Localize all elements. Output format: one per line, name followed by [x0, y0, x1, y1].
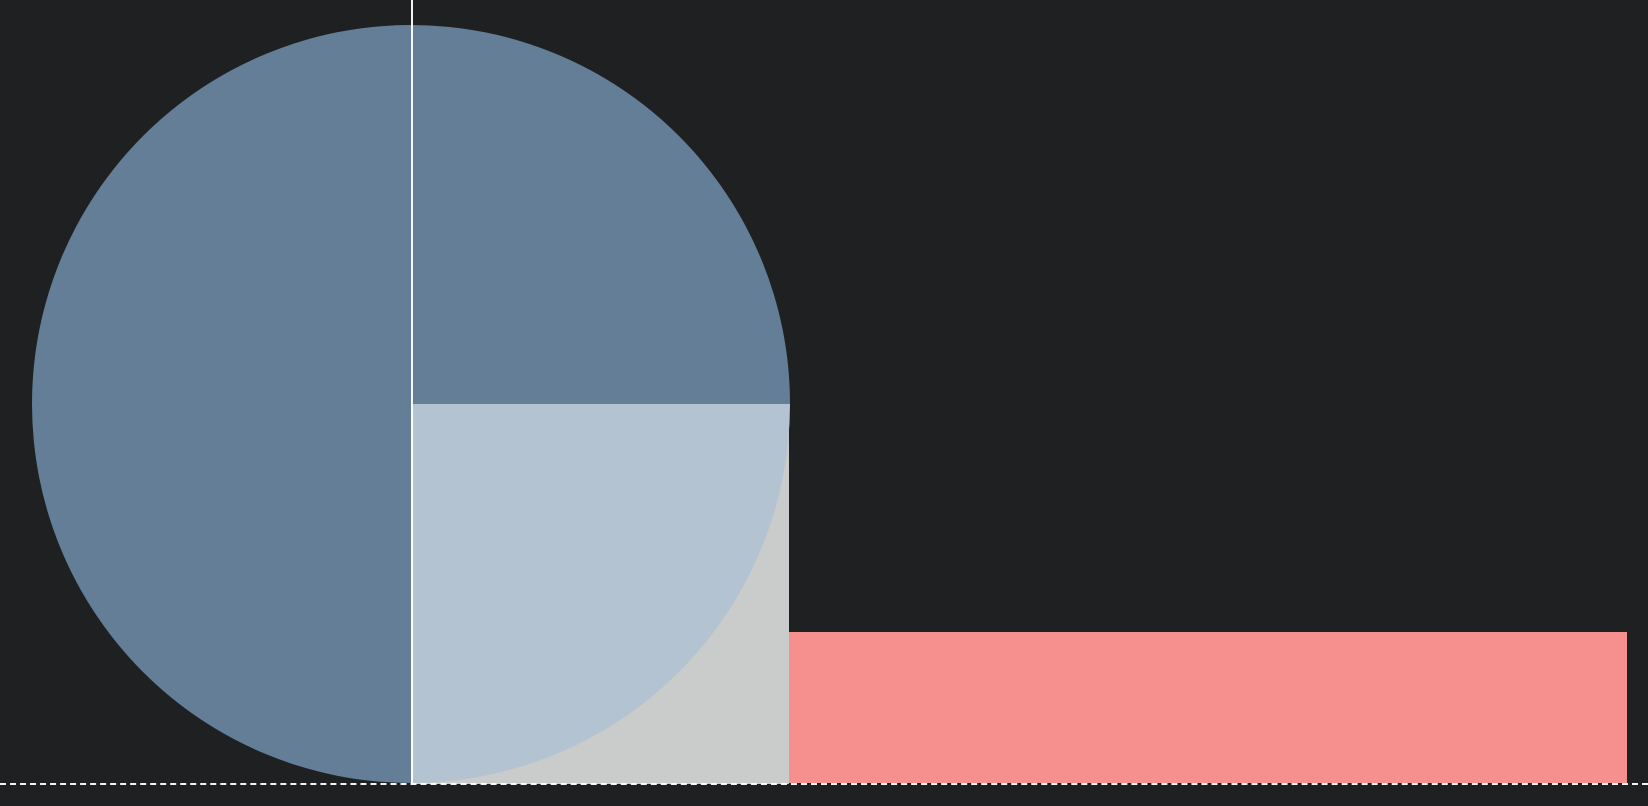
horizontal-baseline-dashed-line — [0, 783, 1648, 785]
pie-slice-left-half-body — [32, 25, 411, 783]
vertical-guide-line — [411, 0, 413, 784]
pink-bar-rect — [789, 632, 1627, 783]
pie-slice-lower-right — [411, 404, 790, 783]
pie-slice-left-half — [32, 25, 411, 783]
pie-slice-upper-right — [411, 25, 790, 404]
pie-slice-upper-right-body — [411, 25, 790, 404]
pie-slice-lower-right-body — [411, 404, 790, 783]
